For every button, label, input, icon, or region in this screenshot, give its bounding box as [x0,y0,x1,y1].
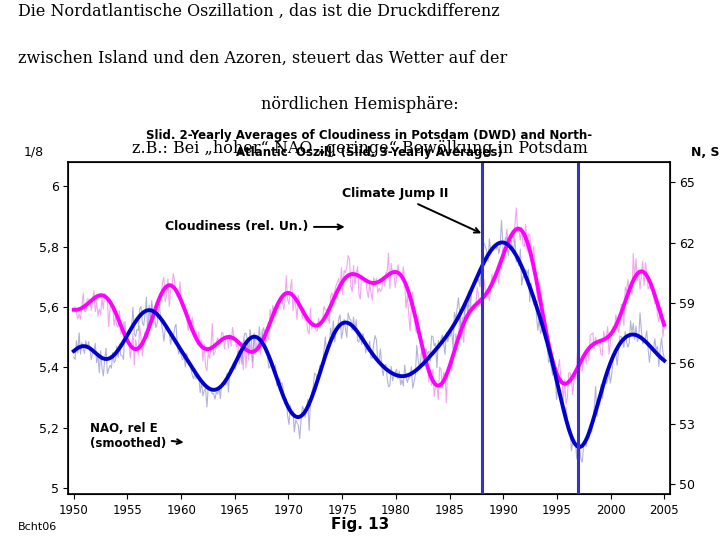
Text: 1/8: 1/8 [23,146,43,159]
Text: nördlichen Hemisphäre:: nördlichen Hemisphäre: [261,96,459,113]
Text: NAO, rel E
(smoothed): NAO, rel E (smoothed) [90,422,181,450]
Text: z.B.: Bei „hoher“ NAO „geringe“ Bewölkung in Potsdam: z.B.: Bei „hoher“ NAO „geringe“ Bewölkun… [132,140,588,157]
Text: Climate Jump II: Climate Jump II [342,187,480,233]
Text: Bcht06: Bcht06 [18,522,58,532]
Text: N, S: N, S [690,146,719,159]
Text: Fig. 13: Fig. 13 [331,517,389,532]
Text: Die Nordatlantische Oszillation , das ist die Druckdifferenz: Die Nordatlantische Oszillation , das is… [18,3,500,20]
Title: Slid. 2-Yearly Averages of Cloudiness in Potsdam (DWD) and North-
Atlantic  Oszi: Slid. 2-Yearly Averages of Cloudiness in… [146,130,592,159]
Text: Cloudiness (rel. Un.): Cloudiness (rel. Un.) [165,220,343,233]
Text: zwischen Island und den Azoren, steuert das Wetter auf der: zwischen Island und den Azoren, steuert … [18,50,508,66]
